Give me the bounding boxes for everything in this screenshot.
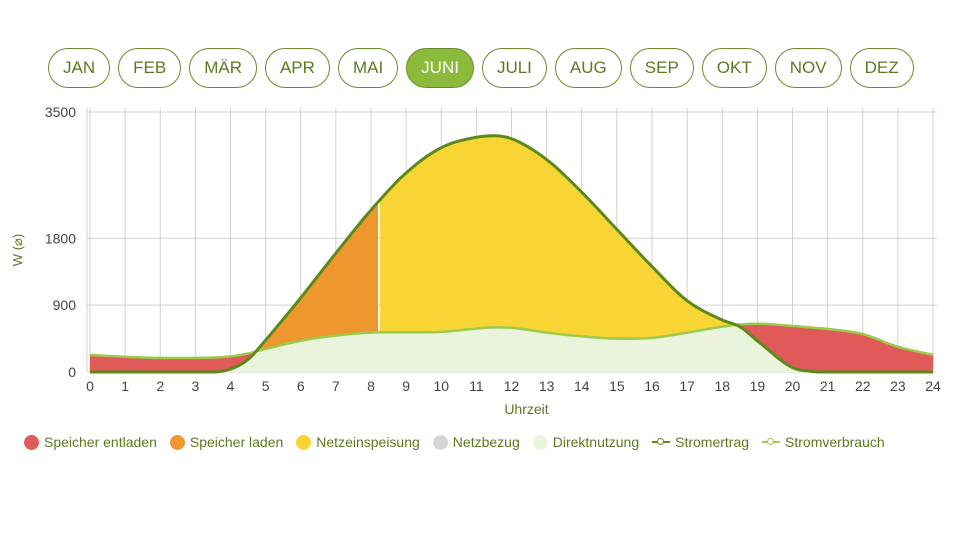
energy-chart: 0 1 2 3 4 5 6 7 8 9 10 11 12 13 14 15 16 17 18 19 20 21 22 23 24… xyxy=(10,104,941,417)
stromverbrauch-line xyxy=(89,322,934,360)
month-button-feb[interactable]: FEB xyxy=(118,48,182,88)
x-tick-label: 0 xyxy=(86,378,94,394)
month-button-sep[interactable]: SEP xyxy=(629,48,694,88)
legend-dot-icon xyxy=(432,434,448,450)
legend-label: Netzeinspeisung xyxy=(316,434,420,450)
legend-line-icon xyxy=(762,437,781,447)
x-tick-label: 22 xyxy=(855,378,871,394)
stromertrag-line xyxy=(90,134,933,374)
x-tick-label: 23 xyxy=(890,378,906,394)
month-button-dez[interactable]: DEZ xyxy=(849,48,914,88)
x-tick-label: 2 xyxy=(156,378,164,394)
x-tick-label: 1 xyxy=(121,378,129,394)
x-tick-label: 19 xyxy=(750,378,766,394)
chart-legend: Speicher entladen Speicher laden Netzeinsp… xyxy=(24,434,885,450)
x-tick-label: 21 xyxy=(820,378,836,394)
month-button-mai[interactable]: MAI xyxy=(337,48,399,88)
legend-dot-icon xyxy=(296,434,312,450)
y-tick-label: 1800 xyxy=(45,230,76,246)
legend-label: Netzbezug xyxy=(452,434,520,450)
legend-item[interactable]: Stromertrag xyxy=(652,434,749,450)
legend-item[interactable]: Netzbezug xyxy=(432,434,520,450)
legend-item[interactable]: Netzeinspeisung xyxy=(296,434,420,450)
x-tick-label: 17 xyxy=(679,378,695,394)
x-axis-label: Uhrzeit xyxy=(504,401,548,417)
y-tick-label: 0 xyxy=(68,364,76,380)
x-tick-label: 20 xyxy=(785,378,801,394)
x-tick-label: 3 xyxy=(191,378,199,394)
month-button-mär[interactable]: MÄR xyxy=(189,48,257,88)
direktnutzung-area xyxy=(90,324,933,372)
legend-line-icon xyxy=(652,437,671,447)
x-tick-label: 11 xyxy=(469,378,484,394)
netzeinspeisung-area xyxy=(379,135,735,339)
x-tick-label: 13 xyxy=(539,378,555,394)
y-tick-label: 3500 xyxy=(45,104,76,120)
month-selector: JAN FEB MÄR APR MAI JUNI JULI AUG SEP OKT NOV DEZ xyxy=(48,48,914,88)
x-tick-label: 6 xyxy=(297,378,305,394)
legend-label: Speicher laden xyxy=(189,434,284,450)
x-tick-label: 12 xyxy=(504,378,520,394)
x-tick-label: 15 xyxy=(609,378,625,394)
legend-item[interactable]: Stromverbrauch xyxy=(762,434,885,450)
legend-dot-icon xyxy=(24,434,39,450)
month-button-jan[interactable]: JAN xyxy=(48,48,111,88)
legend-label: Direktnutzung xyxy=(552,434,640,450)
x-tick-label: 10 xyxy=(433,378,449,394)
speicher-entladen-area xyxy=(736,323,933,372)
legend-dot-icon xyxy=(169,434,185,450)
legend-label: Stromverbrauch xyxy=(785,434,885,450)
legend-item[interactable]: Direktnutzung xyxy=(532,434,640,450)
y-axis-label: W (⌀) xyxy=(10,234,25,266)
month-button-aug[interactable]: AUG xyxy=(554,48,622,88)
month-button-okt[interactable]: OKT xyxy=(701,48,767,88)
month-button-apr[interactable]: APR xyxy=(264,48,330,88)
x-tick-label: 24 xyxy=(925,378,941,394)
x-tick-label: 8 xyxy=(367,378,375,394)
y-tick-label: 900 xyxy=(53,297,77,313)
legend-item[interactable]: Speicher entladen xyxy=(24,434,157,450)
x-tick-label: 7 xyxy=(332,378,340,394)
month-button-nov[interactable]: NOV xyxy=(774,48,842,88)
x-tick-label: 9 xyxy=(402,378,410,394)
speicher-entladen-area xyxy=(90,351,256,372)
legend-item[interactable]: Speicher laden xyxy=(169,434,284,450)
x-tick-label: 18 xyxy=(714,378,730,394)
legend-label: Stromertrag xyxy=(675,434,750,450)
x-tick-label: 5 xyxy=(262,378,270,394)
x-tick-label: 14 xyxy=(574,378,590,394)
x-tick-label: 4 xyxy=(227,378,235,394)
legend-dot-icon xyxy=(532,434,548,450)
month-button-juni[interactable]: JUNI xyxy=(406,48,474,88)
month-button-juli[interactable]: JULI xyxy=(481,48,547,88)
legend-label: Speicher entladen xyxy=(44,434,157,450)
x-tick-label: 16 xyxy=(644,378,660,394)
